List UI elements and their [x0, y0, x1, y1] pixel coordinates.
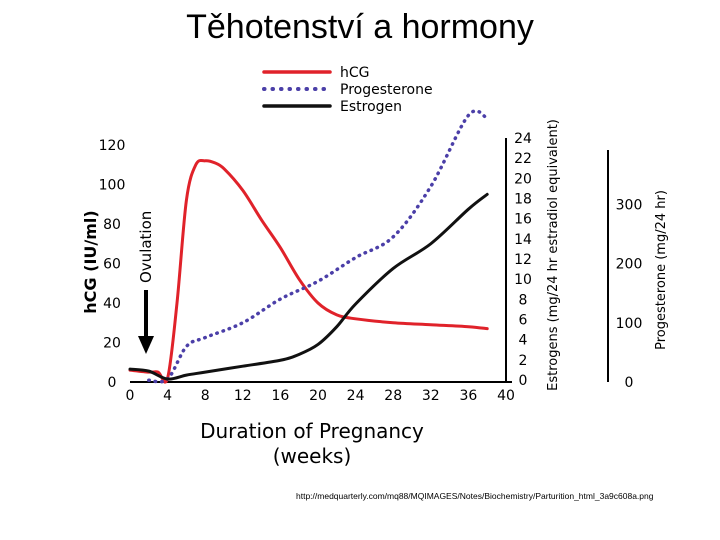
estrogen-tick-label: 24: [514, 131, 532, 147]
estrogen-tick-label: 14: [514, 232, 532, 248]
estrogen-tick-label: 2: [519, 353, 528, 369]
x-tick-label: 4: [163, 388, 172, 404]
x-tick-label: 36: [459, 388, 477, 404]
x-tick-label: 12: [234, 388, 252, 404]
hcg-axis-label: hCG (IU/ml): [81, 210, 100, 313]
ovulation-arrow-head: [138, 336, 154, 354]
estrogen-tick-label: 16: [514, 212, 532, 228]
estrogen-tick-label: 12: [514, 252, 532, 268]
hcg-tick-label: 80: [103, 217, 121, 233]
estrogen-tick-label: 0: [519, 373, 528, 389]
hcg-tick-label: 100: [99, 178, 126, 194]
x-tick-label: 16: [271, 388, 289, 404]
estrogen-tick-label: 8: [519, 292, 528, 308]
progesterone-tick-label: 100: [616, 316, 643, 332]
estrogen-tick-label: 4: [519, 333, 528, 349]
progesterone-tick-label: 200: [616, 257, 643, 273]
x-tick-label: 28: [384, 388, 402, 404]
series-line-progesterone: [147, 109, 489, 384]
tick-labels: 0 4 8 12 16 20 24 28 32 36 40020406080100120024681…: [99, 131, 643, 404]
x-tick-label: 20: [309, 388, 327, 404]
series-line-estrogen: [128, 192, 489, 381]
x-tick-label: 8: [201, 388, 210, 404]
chart-axes: [130, 138, 609, 383]
estrogen-tick-label: 20: [514, 171, 532, 187]
legend-label-progesterone: Progesterone: [340, 82, 433, 98]
progesterone-tick-label: 0: [625, 375, 634, 391]
estrogen-tick-label: 6: [519, 313, 528, 329]
progesterone-tick-label: 300: [616, 197, 643, 213]
ovulation-annotation: Ovulation: [137, 211, 155, 354]
x-tick-label: 32: [422, 388, 440, 404]
source-url: http://medquarterly.com/mq88/MQIMAGES/No…: [296, 491, 654, 501]
hcg-tick-label: 120: [99, 138, 126, 154]
progesterone-axis-label: Progesterone (mg/24 hr): [654, 190, 669, 350]
ovulation-label: Ovulation: [137, 211, 155, 283]
estrogen-tick-label: 18: [514, 192, 532, 208]
hcg-tick-label: 20: [103, 336, 121, 352]
estrogen-tick-label: 10: [514, 272, 532, 288]
series-line-hcg: [128, 158, 489, 384]
x-tick-label: 24: [347, 388, 365, 404]
legend-label-hcg: hCG: [340, 65, 370, 81]
data-lines: [128, 109, 489, 384]
x-tick-label: 40: [497, 388, 515, 404]
estrogen-tick-label: 22: [514, 151, 532, 167]
estrogen-axis-label: Estrogens (mg/24 hr estradiol equivalent…: [546, 119, 561, 391]
slide-title: Těhotenství a hormony: [186, 8, 534, 46]
legend-label-estrogen: Estrogen: [340, 99, 402, 115]
x-axis-label-line-1: Duration of Pregnancy: [200, 419, 424, 443]
x-axis-label-line-2: (weeks): [273, 444, 352, 468]
hcg-tick-label: 0: [108, 375, 117, 391]
hcg-tick-label: 40: [103, 296, 121, 312]
hcg-tick-label: 60: [103, 257, 121, 273]
x-tick-label: 0: [126, 388, 135, 404]
